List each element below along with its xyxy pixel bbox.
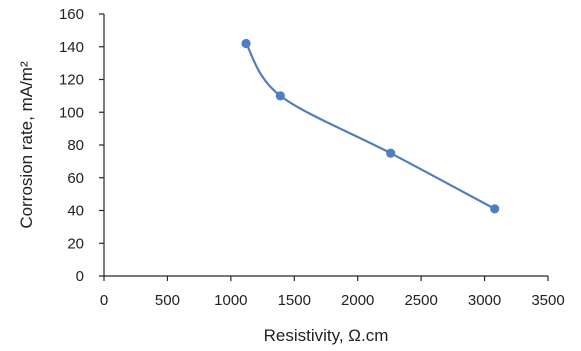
- y-tick-label: 100: [59, 104, 84, 121]
- x-tick-label: 1000: [214, 292, 247, 309]
- x-axis-title: Resistivity, Ω.cm: [264, 326, 389, 345]
- y-tick-label: 140: [59, 39, 84, 56]
- y-tick-label: 160: [59, 6, 84, 23]
- x-tick-label: 1500: [278, 292, 311, 309]
- x-tick-labels: 0 500 1000 1500 2000 2500 3000 3500: [100, 292, 565, 309]
- x-tick-label: 3000: [468, 292, 501, 309]
- y-tick-label: 40: [67, 203, 84, 220]
- x-tick-label: 0: [100, 292, 108, 309]
- series-line: [245, 42, 496, 210]
- x-tick-marks: [103, 276, 549, 281]
- data-point: [275, 91, 285, 101]
- data-points: [241, 38, 500, 214]
- data-point: [241, 38, 251, 49]
- y-tick-label: 120: [59, 72, 84, 89]
- data-point: [490, 204, 500, 214]
- y-axis-title: Corrosion rate, mA/m²: [17, 61, 36, 229]
- x-tick-label: 2000: [341, 292, 374, 309]
- data-point: [386, 148, 396, 158]
- y-tick-label: 0: [76, 268, 84, 285]
- x-tick-label: 3500: [531, 292, 564, 309]
- x-tick-label: 2500: [404, 292, 437, 309]
- y-tick-label: 60: [67, 170, 84, 187]
- y-tick-labels: 0 20 40 60 80 100 120 140 160: [59, 6, 84, 285]
- y-tick-label: 20: [67, 235, 84, 252]
- y-tick-marks: [99, 13, 104, 277]
- x-tick-label: 500: [155, 292, 180, 309]
- y-tick-label: 80: [67, 137, 84, 154]
